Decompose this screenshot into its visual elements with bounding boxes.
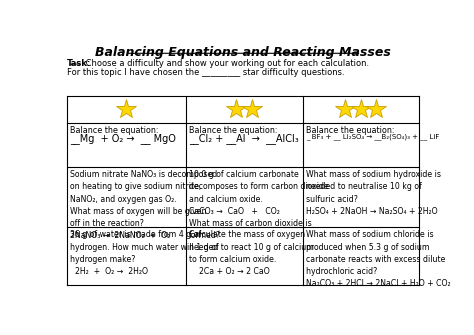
Text: Balance the equation:: Balance the equation: [306, 126, 394, 135]
Text: Task:: Task: [67, 59, 91, 68]
Text: Balance the equation:: Balance the equation: [189, 126, 277, 135]
Text: Sodium nitrate NaNO₃ is decomposed
on heating to give sodium nitrite,
NaNO₂, and: Sodium nitrate NaNO₃ is decomposed on he… [70, 170, 218, 240]
Text: Calculate the mass of oxygen
needed to react 10 g of calcium
to form calcium oxi: Calculate the mass of oxygen needed to r… [189, 230, 313, 276]
Text: 10.0 g of calcium carbonate
decomposes to form carbon dioxide
and calcium oxide.: 10.0 g of calcium carbonate decomposes t… [189, 170, 328, 240]
Text: Choose a difficulty and show your working out for each calculation.: Choose a difficulty and show your workin… [83, 59, 369, 68]
Text: Balancing Equations and Reacting Masses: Balancing Equations and Reacting Masses [95, 46, 391, 59]
Text: __Mg  + O₂ →  __ MgO: __Mg + O₂ → __ MgO [70, 133, 176, 144]
Text: 36 g of water is made from 4 g of
hydrogen. How much water will 1 g of
hydrogen : 36 g of water is made from 4 g of hydrog… [70, 230, 219, 276]
Text: __Cl₂ + __Al  →  __AlCl₃: __Cl₂ + __Al → __AlCl₃ [189, 133, 299, 144]
Text: For this topic I have chosen the _________ star difficulty questions.: For this topic I have chosen the _______… [67, 68, 345, 77]
Text: What mass of sodium hydroxide is
needed to neutralise 10 kg of
sulfuric acid?
H₂: What mass of sodium hydroxide is needed … [306, 170, 441, 216]
Text: What mass of sodium chloride is
produced when 5.3 g of sodium
carbonate reacts w: What mass of sodium chloride is produced… [306, 230, 450, 288]
Text: Balance the equation:: Balance the equation: [70, 126, 159, 135]
Text: _ BF₃ + __ Li₂SO₄ → __B₂(SO₄)₃ + __ LiF: _ BF₃ + __ Li₂SO₄ → __B₂(SO₄)₃ + __ LiF [306, 133, 439, 140]
